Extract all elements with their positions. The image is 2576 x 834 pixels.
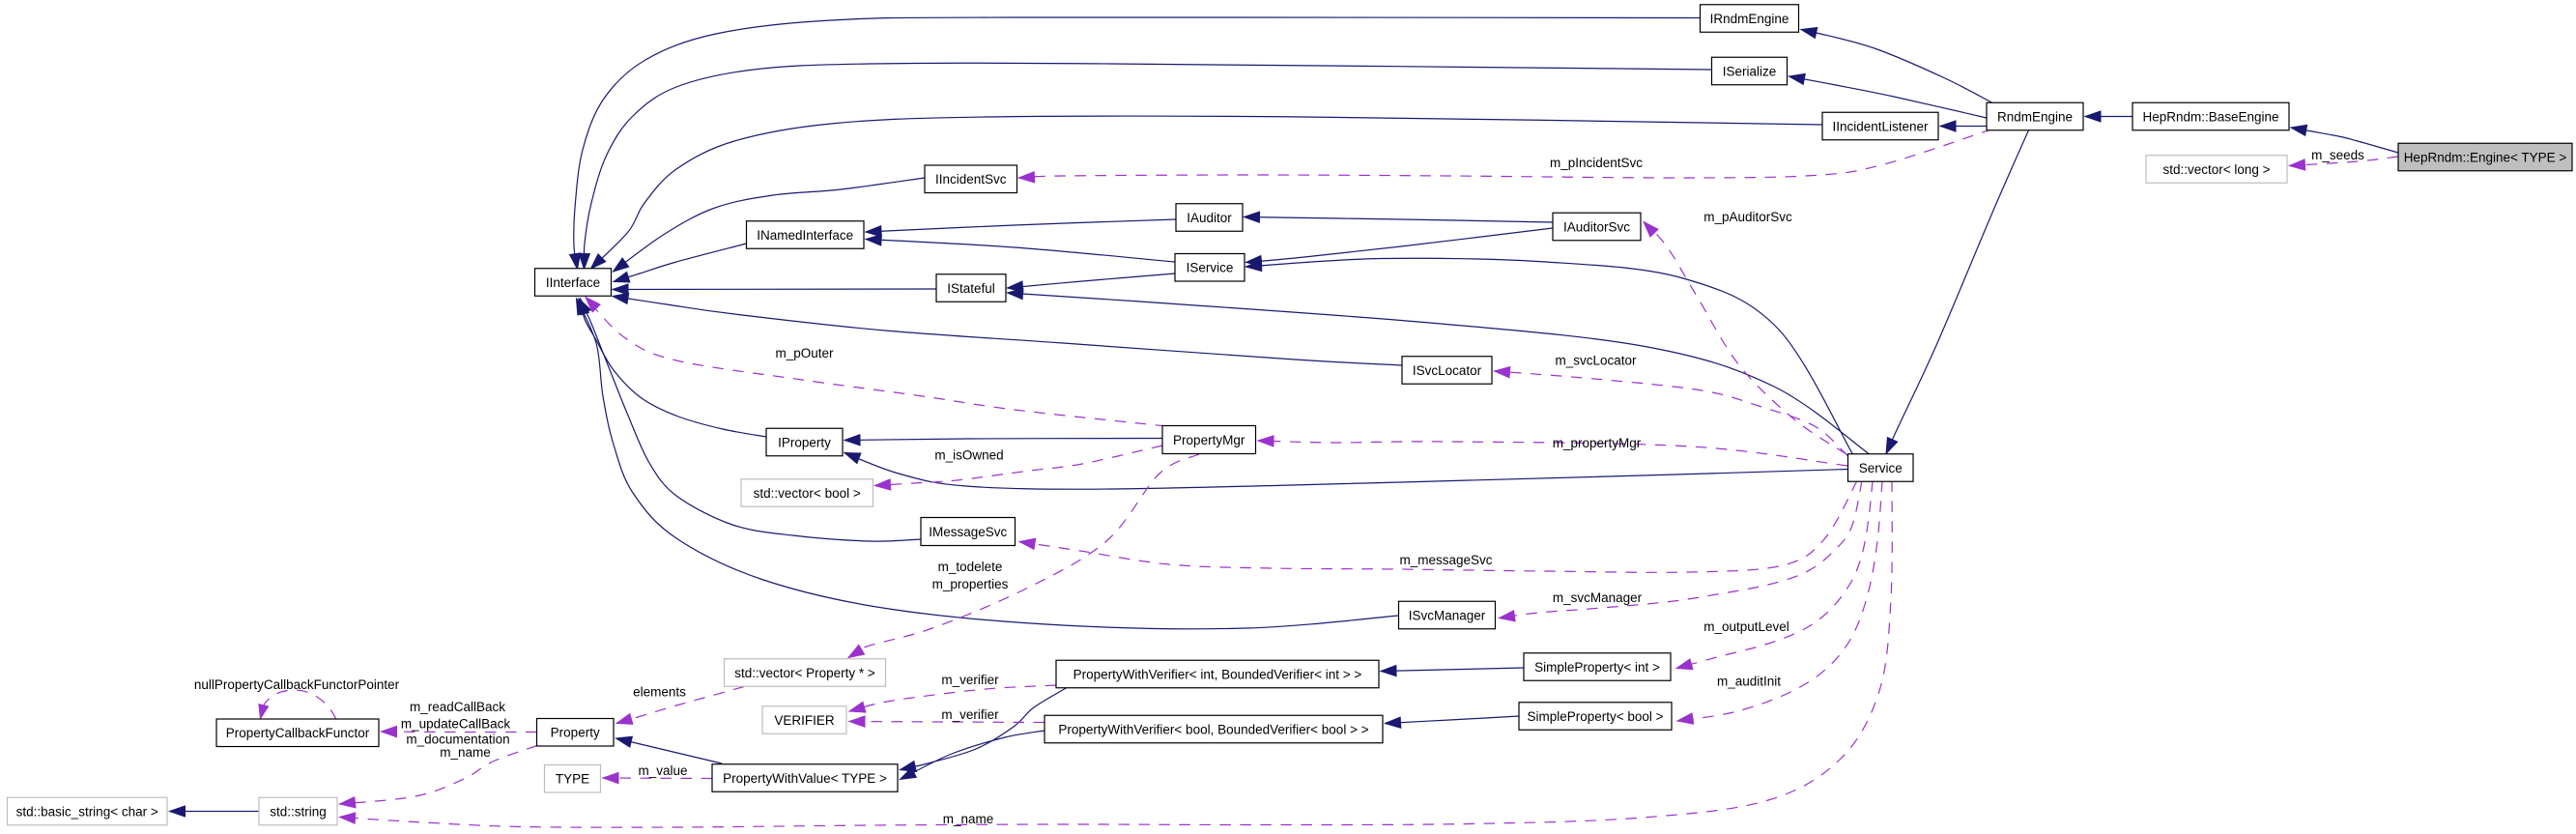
svg-text:IAuditorSvc: IAuditorSvc	[1563, 219, 1630, 234]
svg-text:ISvcLocator: ISvcLocator	[1413, 363, 1482, 378]
svg-text:SimpleProperty< int >: SimpleProperty< int >	[1534, 660, 1660, 675]
svg-text:m_propertyMgr: m_propertyMgr	[1553, 436, 1642, 450]
svg-text:nullPropertyCallbackFunctorPoi: nullPropertyCallbackFunctorPointer	[194, 677, 400, 692]
svg-text:m_properties: m_properties	[932, 577, 1009, 591]
svg-text:HepRndm::Engine< TYPE >: HepRndm::Engine< TYPE >	[2404, 150, 2567, 164]
svg-text:std::vector< Property * >: std::vector< Property * >	[734, 666, 875, 680]
svg-text:TYPE: TYPE	[556, 772, 589, 787]
svg-text:elements: elements	[633, 684, 686, 699]
svg-text:IMessageSvc: IMessageSvc	[929, 525, 1007, 539]
svg-text:IRndmEngine: IRndmEngine	[1710, 12, 1789, 26]
svg-text:PropertyCallbackFunctor: PropertyCallbackFunctor	[226, 726, 370, 740]
svg-text:std::vector< long >: std::vector< long >	[2162, 162, 2270, 177]
svg-text:m_isOwned: m_isOwned	[934, 447, 1003, 462]
svg-text:m_seeds: m_seeds	[2311, 148, 2364, 162]
svg-text:m_readCallBack: m_readCallBack	[410, 700, 505, 714]
svg-text:m_pOuter: m_pOuter	[775, 346, 834, 360]
svg-text:IIncidentListener: IIncidentListener	[1832, 119, 1929, 133]
svg-text:VERIFIER: VERIFIER	[774, 713, 835, 728]
svg-text:PropertyWithVerifier< int, Bou: PropertyWithVerifier< int, BoundedVerifi…	[1073, 667, 1362, 681]
svg-text:IService: IService	[1187, 261, 1234, 275]
svg-text:m_outputLevel: m_outputLevel	[1703, 619, 1789, 634]
svg-text:Service: Service	[1859, 461, 1903, 475]
svg-text:SimpleProperty< bool >: SimpleProperty< bool >	[1527, 709, 1663, 724]
svg-text:m_svcLocator: m_svcLocator	[1555, 353, 1637, 367]
svg-text:m_verifier: m_verifier	[941, 707, 999, 722]
svg-text:m_todelete: m_todelete	[938, 560, 1003, 574]
svg-text:m_svcManager: m_svcManager	[1553, 590, 1643, 605]
svg-text:IInterface: IInterface	[546, 275, 600, 290]
svg-text:m_name: m_name	[440, 745, 491, 760]
svg-text:PropertyMgr: PropertyMgr	[1173, 433, 1245, 447]
svg-text:m_updateCallBack: m_updateCallBack	[401, 716, 511, 731]
svg-text:ISerialize: ISerialize	[1723, 64, 1777, 78]
svg-text:IProperty: IProperty	[778, 435, 831, 449]
svg-text:PropertyWithVerifier< bool, Bo: PropertyWithVerifier< bool, BoundedVerif…	[1058, 722, 1368, 736]
svg-text:IStateful: IStateful	[947, 281, 995, 296]
svg-text:std::vector< bool >: std::vector< bool >	[754, 486, 861, 501]
svg-text:Property: Property	[551, 726, 600, 740]
svg-text:PropertyWithValue< TYPE >: PropertyWithValue< TYPE >	[723, 771, 887, 786]
svg-text:IIncidentSvc: IIncidentSvc	[935, 172, 1007, 187]
svg-text:m_pAuditorSvc: m_pAuditorSvc	[1703, 210, 1792, 224]
svg-text:IAuditor: IAuditor	[1187, 211, 1232, 225]
svg-text:INamedInterface: INamedInterface	[757, 228, 853, 243]
svg-text:m_documentation: m_documentation	[406, 732, 509, 746]
svg-text:std::basic_string< char >: std::basic_string< char >	[16, 804, 158, 819]
svg-text:RndmEngine: RndmEngine	[1997, 109, 2073, 124]
svg-text:m_value: m_value	[638, 763, 687, 778]
svg-text:m_auditInit: m_auditInit	[1717, 674, 1781, 688]
svg-text:m_messageSvc: m_messageSvc	[1399, 553, 1492, 567]
svg-text:m_name: m_name	[943, 812, 994, 826]
svg-text:m_pIncidentSvc: m_pIncidentSvc	[1550, 156, 1643, 170]
svg-text:ISvcManager: ISvcManager	[1409, 608, 1486, 622]
svg-text:HepRndm::BaseEngine: HepRndm::BaseEngine	[2142, 109, 2278, 124]
svg-text:m_verifier: m_verifier	[941, 673, 999, 687]
svg-text:std::string: std::string	[270, 804, 327, 819]
